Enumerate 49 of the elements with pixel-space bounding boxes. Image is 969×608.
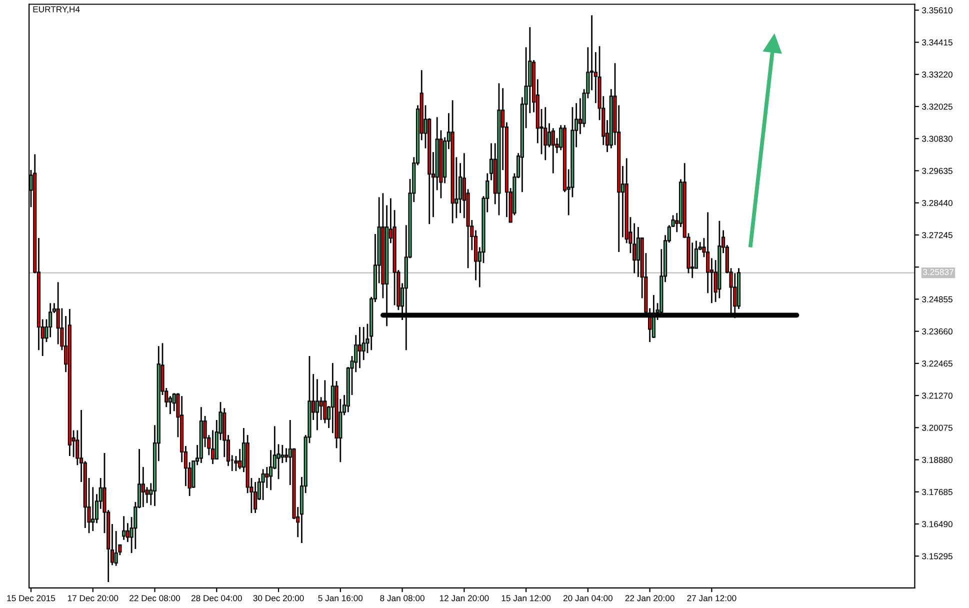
y-tick-label: 3.23660: [922, 328, 952, 335]
x-tick-label: 8 Jan 08:00: [380, 595, 424, 602]
y-tick-label: 3.17685: [922, 488, 952, 496]
y-tick-label: 3.32025: [922, 104, 952, 110]
x-tick-label: 15 Dec 2015: [7, 595, 56, 602]
x-tick-label: 17 Dec 20:00: [68, 595, 118, 602]
candlestick: [636, 226, 640, 278]
y-tick-label: 3.21270: [922, 392, 952, 399]
candlestick: [91, 486, 95, 532]
candlestick: [315, 378, 319, 431]
candlestick: [254, 481, 258, 514]
candlestick: [234, 455, 238, 472]
x-tick-label: 15 Jan 12:00: [502, 595, 551, 602]
candlestick: [358, 326, 362, 369]
y-tick-label: 3.22465: [922, 360, 952, 367]
x-tick-label: 20 Jan 04:00: [563, 595, 612, 602]
candlestick: [544, 106, 548, 161]
y-tick-label: 3.33220: [922, 72, 952, 78]
y-tick-label: 3.27245: [922, 232, 952, 238]
x-tick-label: 5 Jan 16:00: [318, 595, 363, 602]
x-tick-label: 22 Dec 08:00: [130, 595, 180, 602]
candlestick: [280, 444, 284, 464]
y-tick-label: 3.30830: [922, 136, 952, 142]
x-tick-label: 22 Jan 20:00: [625, 595, 674, 602]
candlestick: [284, 448, 288, 463]
x-tick-label: 28 Dec 04:00: [191, 595, 242, 602]
ref-line-label: 3.25837: [923, 269, 954, 276]
x-tick-label: 30 Dec 20:00: [253, 595, 304, 602]
candlestick: [261, 468, 265, 501]
x-tick-label: 27 Jan 12:00: [687, 595, 736, 602]
y-tick-label: 3.34415: [922, 39, 952, 46]
candlestick: [122, 515, 126, 541]
y-tick-label: 3.15295: [922, 553, 952, 560]
candlestick: [48, 302, 52, 338]
y-tick-label: 3.35610: [922, 7, 952, 14]
candlestick: [319, 396, 323, 421]
y-tick-label: 3.24855: [922, 296, 952, 302]
y-tick-label: 3.18880: [922, 456, 952, 463]
candlestick: [323, 380, 327, 424]
candlestick: [547, 122, 552, 148]
x-tick-label: 12 Jan 20:00: [440, 595, 489, 602]
y-tick-label: 3.28440: [922, 200, 952, 206]
candlestick: [210, 429, 215, 465]
y-tick-label: 3.16490: [922, 521, 952, 528]
candlestick: [141, 466, 145, 508]
annotation: EURTRY,H4: [33, 6, 80, 14]
y-tick-label: 3.29635: [922, 168, 952, 174]
candlestick: [551, 127, 555, 174]
y-tick-label: 3.20075: [922, 424, 952, 431]
